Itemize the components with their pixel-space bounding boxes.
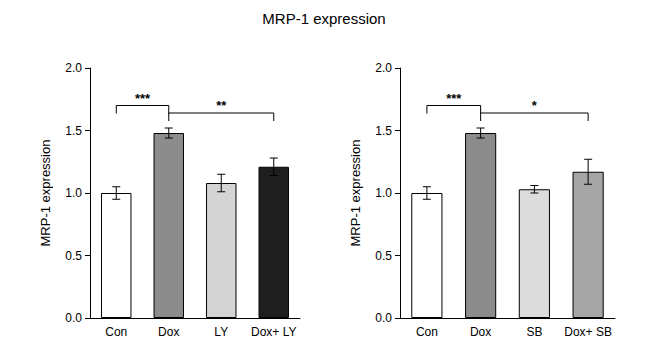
svg-text:MRP-1 expression: MRP-1 expression (38, 140, 53, 247)
svg-text:Con: Con (416, 325, 438, 339)
svg-text:***: *** (135, 91, 151, 106)
svg-text:2.0: 2.0 (65, 61, 82, 75)
svg-text:*: * (532, 98, 538, 113)
svg-text:0.5: 0.5 (65, 249, 82, 263)
svg-text:LY: LY (214, 325, 228, 339)
svg-text:SB: SB (526, 325, 542, 339)
svg-text:2.0: 2.0 (375, 61, 392, 75)
svg-text:MRP-1 expression: MRP-1 expression (262, 10, 385, 27)
svg-text:0.0: 0.0 (65, 311, 82, 325)
svg-text:Con: Con (105, 325, 127, 339)
svg-text:Dox: Dox (470, 325, 491, 339)
svg-text:1.5: 1.5 (65, 124, 82, 138)
svg-text:***: *** (446, 91, 462, 106)
svg-text:0.5: 0.5 (375, 249, 392, 263)
svg-text:1.0: 1.0 (375, 186, 392, 200)
svg-text:Dox: Dox (158, 325, 179, 339)
svg-text:1.0: 1.0 (65, 186, 82, 200)
svg-text:Dox+ LY: Dox+ LY (251, 325, 296, 339)
svg-text:MRP-1 expression: MRP-1 expression (348, 140, 363, 247)
svg-text:**: ** (216, 98, 227, 113)
svg-text:Dox+ SB: Dox+ SB (564, 325, 612, 339)
svg-text:0.0: 0.0 (375, 311, 392, 325)
svg-text:1.5: 1.5 (375, 124, 392, 138)
